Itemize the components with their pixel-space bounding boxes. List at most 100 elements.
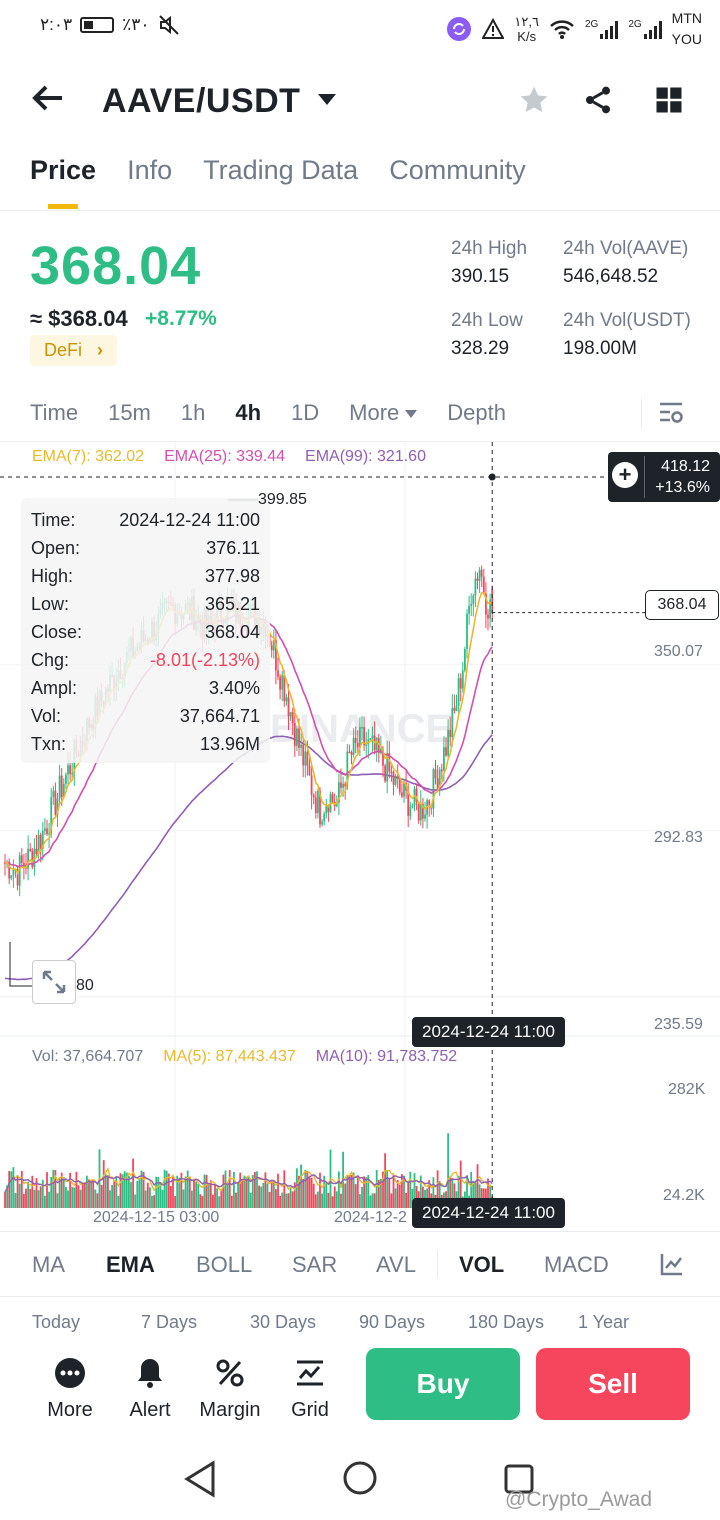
candle-body xyxy=(401,792,403,797)
volume-bar xyxy=(69,1172,71,1208)
volume-bar xyxy=(296,1168,298,1208)
volume-bar xyxy=(453,1183,456,1208)
volume-bar xyxy=(25,1188,27,1208)
grid-icon[interactable] xyxy=(651,82,687,118)
candle-body xyxy=(331,794,334,802)
volume-bar xyxy=(371,1193,374,1208)
range-today[interactable]: Today xyxy=(32,1312,81,1332)
caret-down-icon[interactable] xyxy=(318,94,336,105)
candle-body xyxy=(308,765,311,776)
indicator-vol[interactable]: VOL xyxy=(459,1252,505,1277)
tab-trading-data[interactable]: Trading Data xyxy=(203,155,359,185)
nav-recents-icon[interactable] xyxy=(503,1463,535,1495)
more-button[interactable]: More xyxy=(35,1355,105,1422)
volume-bar xyxy=(218,1196,221,1208)
volume-bar xyxy=(235,1192,237,1208)
volume-bar xyxy=(419,1175,422,1208)
interval-more[interactable]: More xyxy=(349,400,418,426)
interval-time[interactable]: Time xyxy=(30,400,79,425)
caret-down-icon xyxy=(405,410,418,419)
candle-body xyxy=(384,765,386,782)
volume-bar xyxy=(283,1170,286,1208)
range-1y[interactable]: 1 Year xyxy=(578,1312,630,1332)
margin-button[interactable]: Margin xyxy=(195,1355,265,1422)
range-90d[interactable]: 90 Days xyxy=(359,1312,426,1332)
volume-bar xyxy=(390,1193,393,1208)
indicator-boll[interactable]: BOLL xyxy=(196,1252,253,1277)
indicator-macd[interactable]: MACD xyxy=(544,1252,609,1277)
candle-body xyxy=(436,778,439,789)
chart-settings-icon[interactable] xyxy=(658,401,684,430)
volume-bar xyxy=(310,1177,313,1208)
nav-back-icon[interactable] xyxy=(183,1460,217,1498)
range-180d[interactable]: 180 Days xyxy=(468,1312,545,1332)
candle-body xyxy=(323,813,326,822)
volume-bar xyxy=(44,1195,46,1208)
volume-bar xyxy=(149,1187,151,1208)
crosshair-price-box[interactable]: + 418.12 +13.6% xyxy=(608,452,720,502)
candle-body xyxy=(485,593,487,615)
indicator-avl[interactable]: AVL xyxy=(376,1252,416,1277)
interval-1h[interactable]: 1h xyxy=(180,400,206,425)
expand-chart-button[interactable] xyxy=(32,960,76,1004)
indicator-sar[interactable]: SAR xyxy=(292,1252,338,1277)
candle-body xyxy=(287,697,290,717)
volume-bar xyxy=(6,1185,8,1208)
volume-bar xyxy=(73,1187,76,1208)
main-tabs: Price Info Trading Data Community xyxy=(30,155,526,186)
volume-bar xyxy=(438,1181,441,1208)
interval-4h[interactable]: 4h xyxy=(235,400,262,425)
range-30d[interactable]: 30 Days xyxy=(250,1312,317,1332)
candle-body xyxy=(377,737,380,754)
volume-bar xyxy=(428,1180,431,1208)
volume-bar xyxy=(214,1184,216,1208)
interval-1d[interactable]: 1D xyxy=(291,400,320,425)
candle-body xyxy=(270,645,273,651)
volume-bar xyxy=(12,1167,15,1208)
candle-body xyxy=(281,675,284,690)
tab-price[interactable]: Price xyxy=(30,155,97,185)
stat-vol-quote-label: 24h Vol(USDT) xyxy=(563,310,691,331)
sync-app-icon xyxy=(447,17,472,41)
plus-icon[interactable]: + xyxy=(612,462,638,488)
volume-bar xyxy=(230,1195,233,1208)
volume-bar xyxy=(136,1180,139,1208)
candle-body xyxy=(296,728,298,746)
candle-body xyxy=(277,670,279,677)
indicator-settings-icon[interactable] xyxy=(660,1252,684,1281)
alert-button[interactable]: Alert xyxy=(115,1355,185,1422)
category-tag[interactable]: DeFi › xyxy=(30,335,118,366)
sell-button[interactable]: Sell xyxy=(536,1348,690,1420)
candle-body xyxy=(466,613,468,650)
interval-15m[interactable]: 15m xyxy=(108,400,151,425)
candle-body xyxy=(69,765,71,775)
back-arrow-icon[interactable] xyxy=(30,80,66,123)
system-nav-bar xyxy=(0,1440,720,1520)
candle-body xyxy=(344,783,347,787)
candle-body xyxy=(428,800,431,805)
buy-button[interactable]: Buy xyxy=(366,1348,520,1420)
ohlc-close-row: Close: 368.04 xyxy=(31,622,260,642)
grid-button[interactable]: Grid xyxy=(275,1355,345,1422)
interval-depth[interactable]: Depth xyxy=(447,400,507,425)
indicator-ema[interactable]: EMA xyxy=(106,1252,155,1277)
tab-community[interactable]: Community xyxy=(389,155,526,185)
candle-body xyxy=(375,737,378,751)
pair-title[interactable]: AAVE/USDT xyxy=(102,82,301,120)
volume-bar xyxy=(304,1169,307,1208)
tab-info[interactable]: Info xyxy=(127,155,173,185)
nav-home-icon[interactable] xyxy=(342,1460,378,1496)
indicator-ma[interactable]: MA xyxy=(32,1252,65,1277)
candle-body xyxy=(321,821,323,825)
range-7d[interactable]: 7 Days xyxy=(141,1312,198,1332)
star-icon[interactable] xyxy=(516,82,552,118)
volume-bar xyxy=(291,1191,294,1208)
clock: ٢:٠٣ xyxy=(40,15,73,34)
share-icon[interactable] xyxy=(580,82,616,118)
volume-bar xyxy=(52,1169,55,1208)
volume-legend: Vol: 37,664.707 MA(5): 87,443.437 MA(10)… xyxy=(32,1048,457,1066)
candle-body xyxy=(317,790,319,814)
sim1-signal: 2G xyxy=(585,19,619,39)
volume-bar xyxy=(382,1171,384,1208)
candle-body xyxy=(325,805,328,814)
